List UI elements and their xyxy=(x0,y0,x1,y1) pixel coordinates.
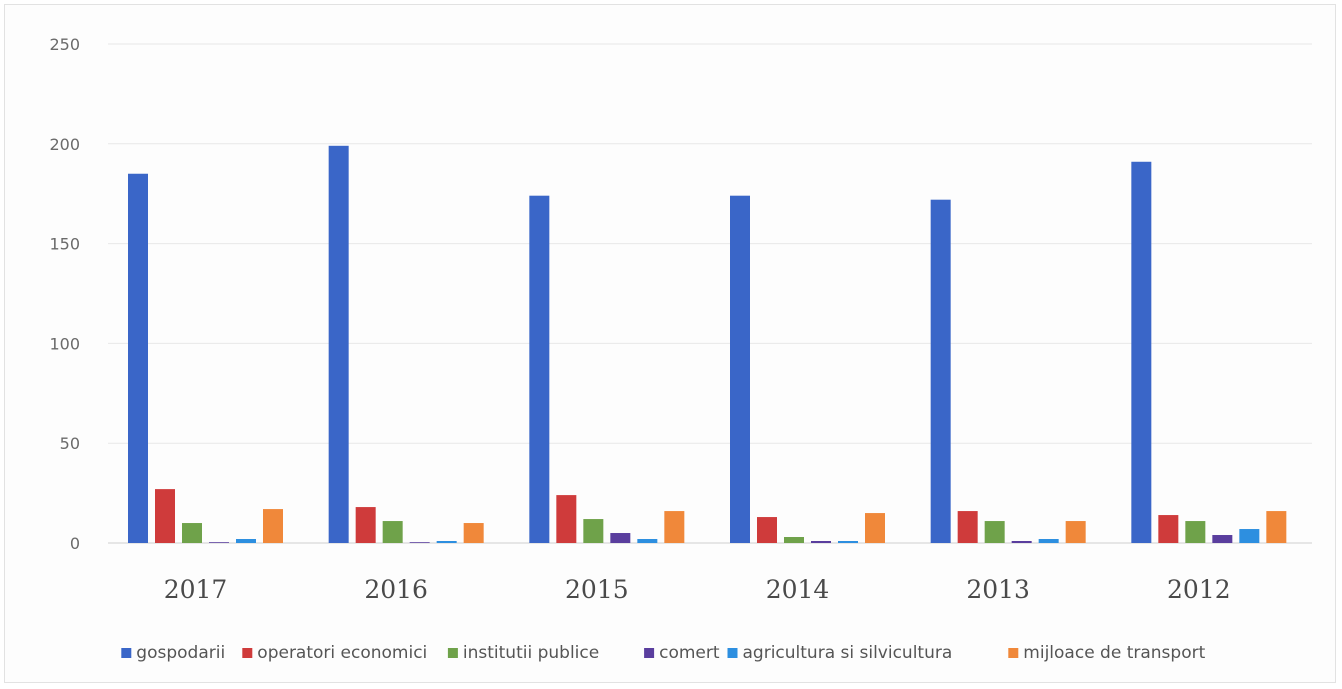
x-category-label: 2012 xyxy=(1167,575,1231,604)
x-category-label: 2016 xyxy=(364,575,428,604)
bar-mijloace-de-transport-2013 xyxy=(1065,521,1086,543)
legend-swatch xyxy=(1008,648,1019,658)
y-axis-ticks: 0 50 100 150 200 250 xyxy=(49,35,80,553)
bar-mijloace-de-transport-2012 xyxy=(1266,511,1287,543)
bar-gospodarii-2014 xyxy=(730,195,750,544)
x-axis-categories: 2017 2016 2015 2014 2013 2012 xyxy=(164,575,1231,604)
y-tick-label: 200 xyxy=(49,135,80,154)
x-category-label: 2013 xyxy=(966,575,1030,604)
legend-swatch xyxy=(727,648,738,658)
bar-institutii-publice-2017 xyxy=(182,523,202,543)
legend-label: mijloace de transport xyxy=(1023,643,1205,663)
bar-institutii-publice-2013 xyxy=(984,521,1005,543)
bar-institutii-publice-2014 xyxy=(784,537,804,543)
bar-mijloace-de-transport-2016 xyxy=(463,523,484,543)
bar-institutii-publice-2012 xyxy=(1185,521,1206,543)
bar-institutii-publice-2016 xyxy=(382,521,403,543)
legend-label: operatori economici xyxy=(257,643,427,663)
legend-swatch xyxy=(242,648,253,658)
bars xyxy=(128,145,1287,544)
legend-label: agricultura si silvicultura xyxy=(743,643,953,663)
bar-agricultura-si-silvicultura-2014 xyxy=(838,541,858,543)
bar-gospodarii-2016 xyxy=(328,145,349,543)
x-category-label: 2017 xyxy=(164,575,228,604)
legend-swatch xyxy=(121,648,132,658)
bar-agricultura-si-silvicultura-2012 xyxy=(1239,529,1260,543)
bar-mijloace-de-transport-2014 xyxy=(865,513,885,543)
legend: gospodarii operatori economici institutii … xyxy=(121,643,1206,663)
bar-gospodarii-2017 xyxy=(128,173,148,544)
bar-comert-2014 xyxy=(811,541,831,543)
bar-agricultura-si-silvicultura-2017 xyxy=(236,539,256,543)
y-tick-label: 0 xyxy=(70,534,80,553)
bar-comert-2013 xyxy=(1011,541,1032,543)
bar-agricultura-si-silvicultura-2016 xyxy=(436,541,457,543)
bar-mijloace-de-transport-2017 xyxy=(263,509,283,543)
legend-label: comert xyxy=(659,643,720,663)
x-category-label: 2015 xyxy=(565,575,629,604)
bar-operatori-economici-2017 xyxy=(155,489,175,543)
bar-operatori-economici-2016 xyxy=(355,507,376,543)
bar-operatori-economici-2014 xyxy=(757,517,777,543)
bar-institutii-publice-2015 xyxy=(583,519,604,543)
legend-swatch xyxy=(644,648,655,658)
y-tick-label: 50 xyxy=(60,434,80,453)
bar-comert-2017 xyxy=(209,542,229,543)
legend-label: gospodarii xyxy=(136,643,225,663)
bar-operatori-economici-2015 xyxy=(556,495,577,543)
legend-swatch xyxy=(447,648,458,658)
bar-operatori-economici-2012 xyxy=(1158,515,1179,543)
x-category-label: 2014 xyxy=(766,575,830,604)
bar-comert-2016 xyxy=(409,542,430,543)
bar-comert-2012 xyxy=(1212,535,1233,543)
bar-mijloace-de-transport-2015 xyxy=(664,511,685,543)
legend-label: institutii publice xyxy=(463,643,599,663)
bar-gospodarii-2013 xyxy=(930,199,951,544)
y-tick-label: 250 xyxy=(49,35,80,54)
y-tick-label: 100 xyxy=(49,334,80,353)
bar-comert-2015 xyxy=(610,533,631,543)
grid-lines xyxy=(108,43,1312,544)
y-tick-label: 150 xyxy=(49,235,80,254)
bar-gospodarii-2015 xyxy=(529,195,550,544)
bar-gospodarii-2012 xyxy=(1131,161,1152,543)
bar-agricultura-si-silvicultura-2013 xyxy=(1038,539,1059,543)
bar-operatori-economici-2013 xyxy=(957,511,978,543)
bar-agricultura-si-silvicultura-2015 xyxy=(637,539,658,543)
